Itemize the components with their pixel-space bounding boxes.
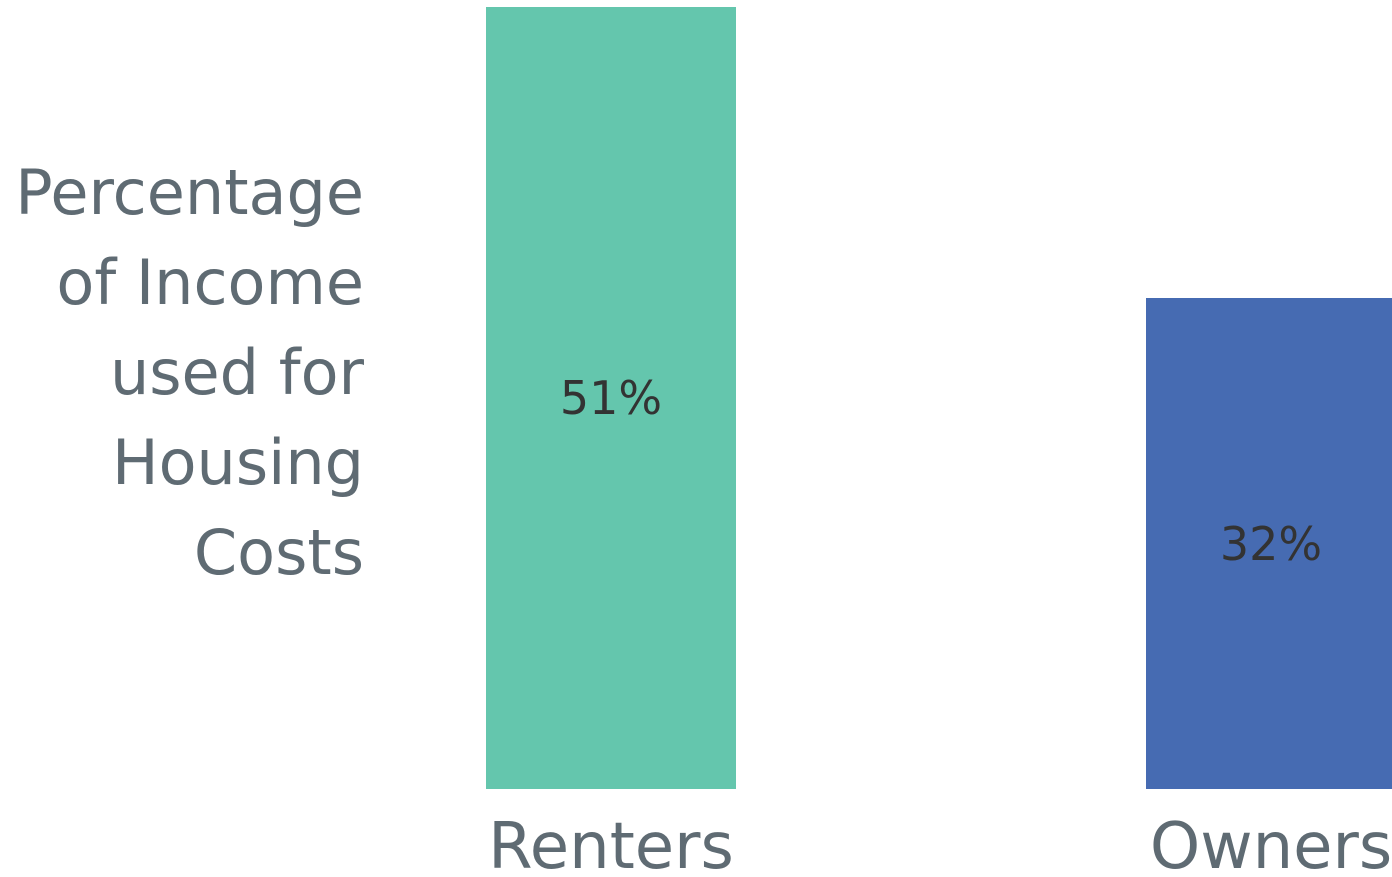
bar xyxy=(1146,298,1392,789)
x-tick-label: Owners xyxy=(1149,810,1392,877)
value-label: 32% xyxy=(1219,516,1323,571)
bar xyxy=(486,7,736,789)
x-tick-label: Renters xyxy=(488,810,734,877)
value-label: 51% xyxy=(559,371,663,425)
y-axis-label: Percentage of Income used for Housing Co… xyxy=(15,156,364,589)
